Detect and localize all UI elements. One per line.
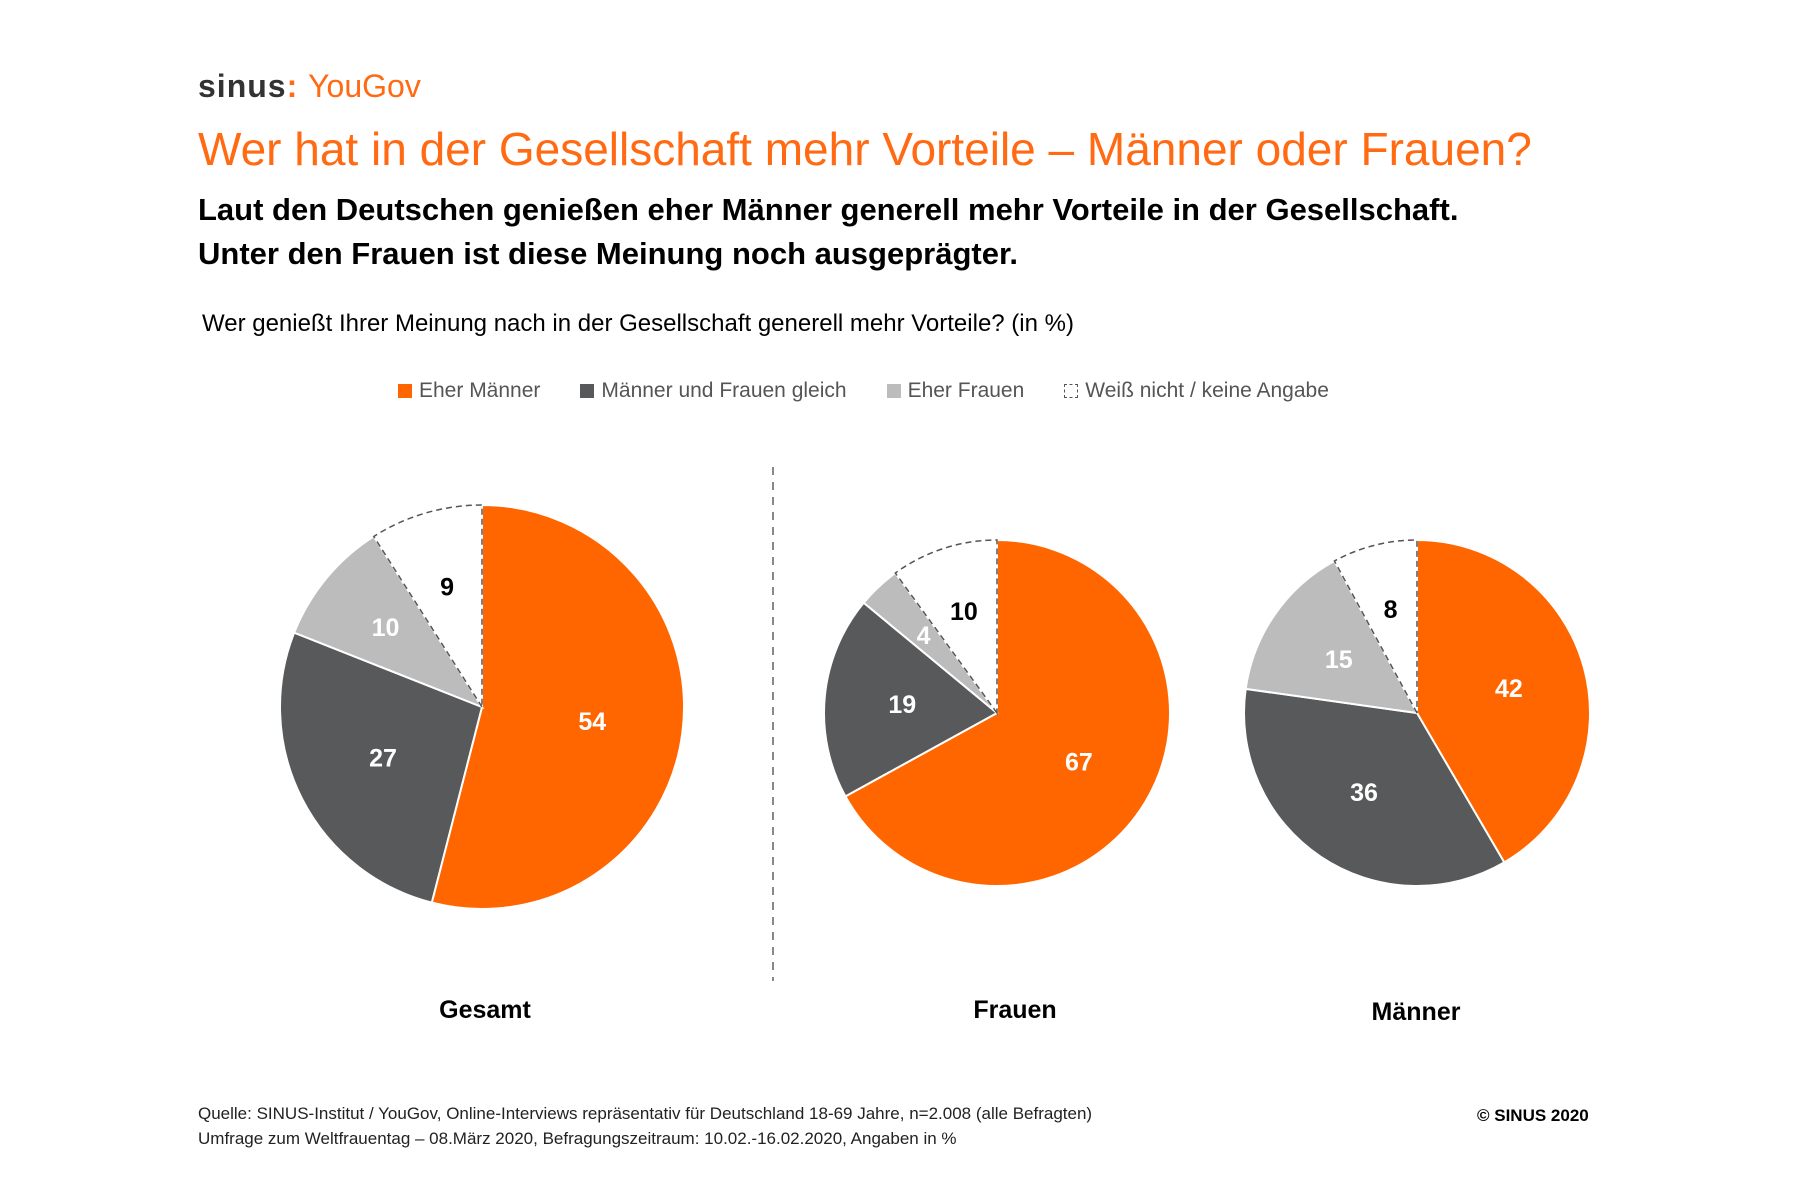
- footer-note: Umfrage zum Weltfrauentag – 08.März 2020…: [198, 1129, 957, 1148]
- pie-data-label: 8: [1384, 596, 1398, 624]
- legend-item-eher-frauen: Eher Frauen: [886, 379, 1025, 403]
- legend-label: Eher Männer: [419, 379, 541, 402]
- legend-label: Weiß nicht / keine Angabe: [1085, 379, 1329, 402]
- pie-data-label: 36: [1350, 779, 1378, 807]
- pie-data-label: 19: [888, 691, 916, 719]
- copyright: © SINUS 2020: [1477, 1106, 1589, 1125]
- pie-data-label: 67: [1065, 748, 1093, 776]
- pie-data-label: 4: [917, 622, 931, 650]
- pie-slice-eher-maenner: [430, 503, 685, 910]
- legend-item-weiss-nicht: Weiß nicht / keine Angabe: [1064, 379, 1329, 403]
- legend: Eher Männer Männer und Frauen gleich Ehe…: [398, 379, 1329, 403]
- pie-data-label: 54: [578, 708, 606, 736]
- survey-question: Wer genießt Ihrer Meinung nach in der Ge…: [202, 310, 1074, 337]
- logo-yougov: YouGov: [308, 68, 421, 104]
- legend-swatch: [1064, 384, 1079, 398]
- logo-sinus: sinus: [198, 68, 287, 104]
- pie-data-label: 27: [369, 744, 397, 772]
- pie-slice-eher-maenner: [1416, 538, 1591, 864]
- legend-item-gleich: Männer und Frauen gleich: [580, 379, 847, 403]
- pie-data-label: 15: [1325, 646, 1353, 674]
- footer-source: Quelle: SINUS-Institut / YouGov, Online-…: [198, 1104, 1093, 1123]
- legend-label: Männer und Frauen gleich: [601, 379, 847, 402]
- pie-slice-eher-frauen: [292, 535, 485, 710]
- subtitle-line-1: Laut den Deutschen genießen eher Männer …: [198, 192, 1459, 227]
- legend-swatch: [580, 384, 595, 398]
- legend-swatch: [398, 384, 412, 398]
- pie-slice-eher-frauen: [1244, 559, 1419, 715]
- legend-item-eher-maenner: Eher Männer: [398, 379, 540, 403]
- pie-slice-weiss-nicht: [1333, 539, 1418, 714]
- sinus-yougov-logo: sinus: YouGov: [198, 68, 421, 105]
- pie-data-label: 10: [950, 598, 978, 626]
- pie-slice-eher-maenner: [844, 538, 1171, 887]
- pie-data-label: 42: [1495, 675, 1523, 703]
- pie-caption-maenner: Männer: [1371, 998, 1461, 1026]
- logo-separator: :: [286, 68, 299, 104]
- page-title: Wer hat in der Gesellschaft mehr Vorteil…: [198, 123, 1532, 175]
- pie-caption-gesamt: Gesamt: [439, 996, 531, 1024]
- pie-slice-gleich: [279, 631, 484, 904]
- subtitle-line-2: Unter den Frauen ist diese Meinung noch …: [198, 236, 1018, 271]
- legend-label: Eher Frauen: [907, 379, 1025, 402]
- pie-slice-gleich: [823, 601, 999, 798]
- pie-data-label: 9: [440, 574, 454, 602]
- pie-slice-gleich: [1243, 687, 1506, 887]
- pie-caption-frauen: Frauen: [973, 996, 1057, 1024]
- legend-swatch: [886, 384, 901, 398]
- pie-data-label: 10: [372, 614, 400, 642]
- pie-slice-weiss-nicht: [894, 539, 998, 716]
- pie-slice-weiss-nicht: [372, 504, 483, 710]
